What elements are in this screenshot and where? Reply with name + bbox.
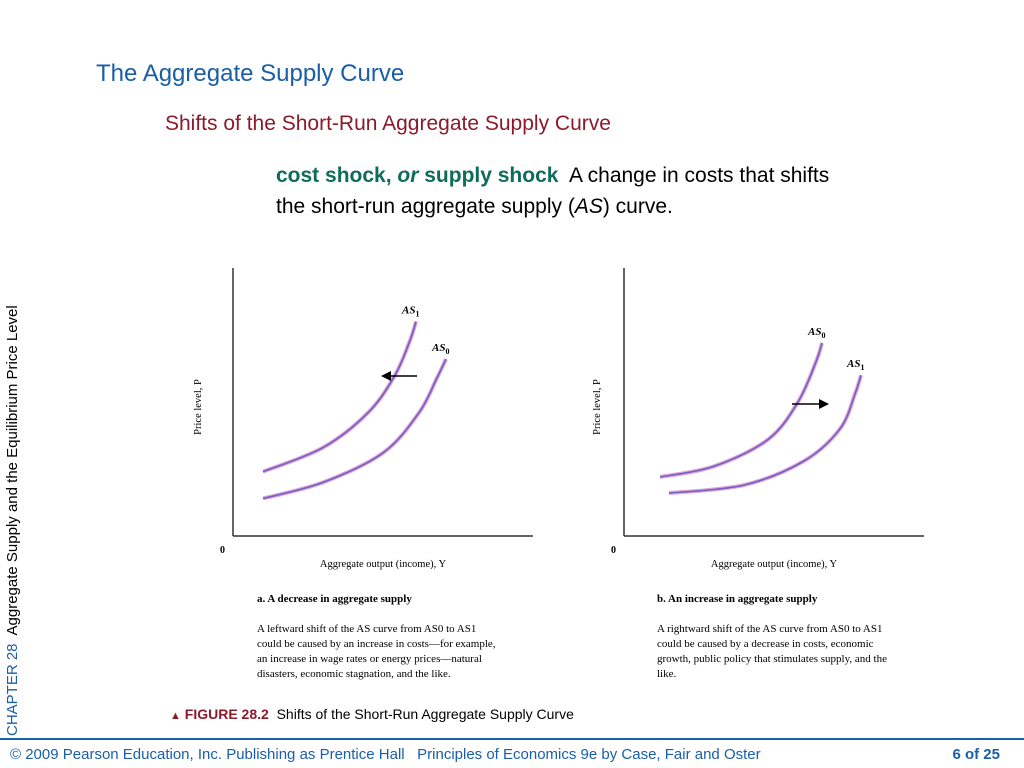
footer-page-number: 6 of 25: [952, 746, 1000, 763]
panel-b-caption: A rightward shift of the AS curve from A…: [657, 623, 887, 680]
panel-a-caption: A leftward shift of the AS curve from AS…: [257, 623, 496, 680]
curve-as1: [262, 321, 417, 473]
curve-glow-as1: [668, 374, 863, 496]
series-label-as0: AS0: [431, 342, 449, 356]
origin-label: 0: [220, 545, 225, 556]
panel-b-title: b. An increase in aggregate supply: [657, 593, 818, 605]
origin-label: 0: [611, 545, 616, 556]
y-axis-label: Price level, P: [193, 379, 204, 435]
shift-arrow-left: [381, 371, 417, 381]
curve-glow-as0: [659, 342, 824, 479]
y-axis-label: Price level, P: [592, 379, 603, 435]
chapter-number: CHAPTER 28: [4, 643, 21, 736]
chart-panel-a: 0 Aggregate output (income), Y Price lev…: [193, 268, 533, 570]
definition-text-1: A change in costs that shifts the short-…: [276, 164, 830, 218]
definition-block: cost shock, or supply shock A change in …: [276, 160, 846, 222]
triangle-icon: ▲: [170, 710, 181, 722]
chart-panel-b: 0 Aggregate output (income), Y Price lev…: [592, 268, 924, 570]
definition-text-2: ) curve.: [602, 195, 673, 218]
curve-as1: [668, 374, 862, 494]
x-axis-label: Aggregate output (income), Y: [320, 559, 447, 570]
series-label-as1: AS1: [401, 305, 419, 319]
definition-term-supply-shock: supply shock: [424, 164, 559, 187]
chapter-title: Aggregate Supply and the Equilibrium Pri…: [4, 305, 21, 636]
figure-caption-text: Shifts of the Short-Run Aggregate Supply…: [276, 706, 574, 722]
definition-term-cost-shock: cost shock,: [276, 164, 392, 187]
figure-caption: ▲ FIGURE 28.2 Shifts of the Short-Run Ag…: [170, 706, 574, 722]
figure-label: FIGURE 28.2: [184, 706, 269, 722]
footer-divider: [0, 738, 1024, 740]
slide-subtitle: Shifts of the Short-Run Aggregate Supply…: [165, 112, 611, 135]
footer-copyright: © 2009 Pearson Education, Inc. Publishin…: [10, 746, 405, 763]
chapter-side-label: CHAPTER 28 Aggregate Supply and the Equil…: [4, 305, 21, 736]
slide-title: The Aggregate Supply Curve: [96, 60, 405, 87]
curve-as0: [659, 342, 823, 478]
definition-text-as: AS: [574, 195, 603, 218]
x-axis-label: Aggregate output (income), Y: [711, 559, 838, 570]
footer-credits: © 2009 Pearson Education, Inc. Publishin…: [10, 746, 761, 763]
shift-arrow-right: [792, 399, 829, 409]
definition-term-or: or: [397, 164, 419, 187]
series-label-as0: AS0: [807, 326, 825, 340]
curve-glow-as1: [262, 320, 418, 474]
panel-a-title: a. A decrease in aggregate supply: [257, 593, 412, 605]
curve-glow-as0: [262, 358, 448, 501]
curve-as0: [262, 358, 447, 500]
footer-book: Principles of Economics 9e by Case, Fair…: [417, 746, 761, 763]
series-label-as1: AS1: [846, 358, 864, 372]
